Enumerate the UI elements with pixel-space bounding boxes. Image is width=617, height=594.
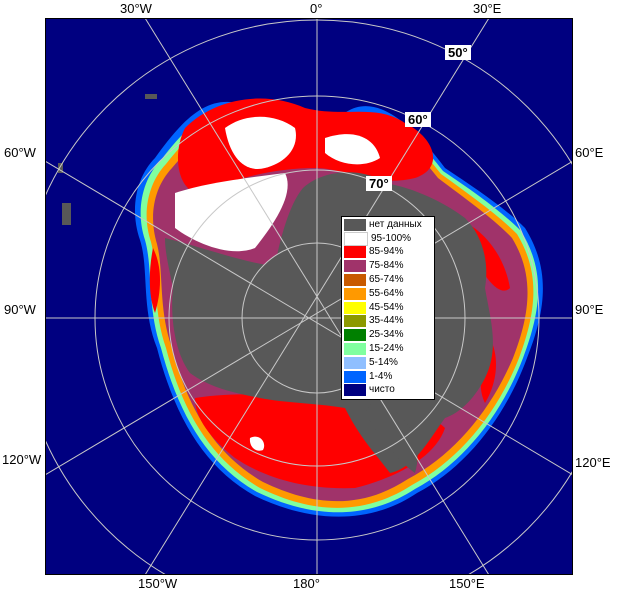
- legend-swatch: [344, 329, 366, 342]
- concentration-legend: нет данных 95-100% 85-94% 75-84% 65-74% 55-64…: [341, 216, 435, 401]
- legend-label: 45-54%: [369, 301, 404, 313]
- legend-item: 35-44%: [344, 315, 432, 329]
- lon-label-60e: 60°E: [575, 145, 604, 160]
- legend-label: 35-44%: [369, 315, 404, 327]
- sea-ice-map: 50° 60° 70°: [45, 18, 573, 575]
- ice-concentration-95-100: [175, 116, 380, 451]
- legend-label: 75-84%: [369, 260, 404, 272]
- legend-swatch: [344, 274, 366, 287]
- legend-swatch: [344, 370, 366, 383]
- legend-label: нет данных: [369, 218, 422, 230]
- legend-label: 25-34%: [369, 329, 404, 341]
- legend-item: 75-84%: [344, 259, 432, 273]
- legend-label: 5-14%: [369, 356, 398, 368]
- legend-item: 1-4%: [344, 370, 432, 384]
- lon-label-0: 0°: [310, 1, 323, 16]
- lat-label-50: 50°: [445, 45, 471, 60]
- legend-swatch: [344, 246, 366, 259]
- legend-label: чисто: [369, 384, 395, 396]
- land-fragments-no-data: [58, 94, 157, 225]
- legend-label: 95-100%: [371, 232, 412, 244]
- legend-item: 95-100%: [344, 231, 432, 246]
- map-canvas: [45, 18, 573, 575]
- legend-item: 25-34%: [344, 328, 432, 342]
- legend-label: 55-64%: [369, 287, 404, 299]
- lon-label-120e: 120°E: [575, 455, 611, 470]
- lat-label-60: 60°: [405, 112, 431, 127]
- legend-item: 15-24%: [344, 342, 432, 356]
- lon-label-120w: 120°W: [2, 452, 42, 467]
- legend-label: 85-94%: [369, 246, 404, 258]
- legend-item: чисто: [344, 384, 432, 398]
- lon-label-60w: 60°W: [4, 145, 36, 160]
- legend-label: 15-24%: [369, 343, 404, 355]
- legend-swatch: [344, 356, 366, 369]
- legend-swatch: [344, 301, 366, 314]
- lon-label-30w: 30°W: [120, 1, 152, 16]
- legend-item: 85-94%: [344, 246, 432, 260]
- lon-label-30e: 30°E: [473, 1, 502, 16]
- legend-item: 65-74%: [344, 273, 432, 287]
- legend-swatch: [344, 384, 366, 397]
- legend-item: 55-64%: [344, 287, 432, 301]
- lon-label-150e: 150°E: [449, 576, 485, 591]
- lon-label-150w: 150°W: [138, 576, 178, 591]
- legend-item: 5-14%: [344, 356, 432, 370]
- legend-swatch: [344, 343, 366, 356]
- legend-label: 1-4%: [369, 370, 393, 382]
- legend-swatch: [344, 287, 366, 300]
- map-border: [45, 18, 573, 575]
- legend-item: нет данных: [344, 218, 432, 232]
- legend-swatch: [344, 231, 368, 246]
- lon-label-180: 180°: [293, 576, 320, 591]
- legend-item: 45-54%: [344, 301, 432, 315]
- legend-label: 65-74%: [369, 274, 404, 286]
- legend-swatch: [344, 218, 366, 231]
- lon-label-90w: 90°W: [4, 302, 36, 317]
- lat-label-70: 70°: [366, 176, 392, 191]
- lon-label-90e: 90°E: [575, 302, 604, 317]
- legend-swatch: [344, 315, 366, 328]
- legend-swatch: [344, 260, 366, 273]
